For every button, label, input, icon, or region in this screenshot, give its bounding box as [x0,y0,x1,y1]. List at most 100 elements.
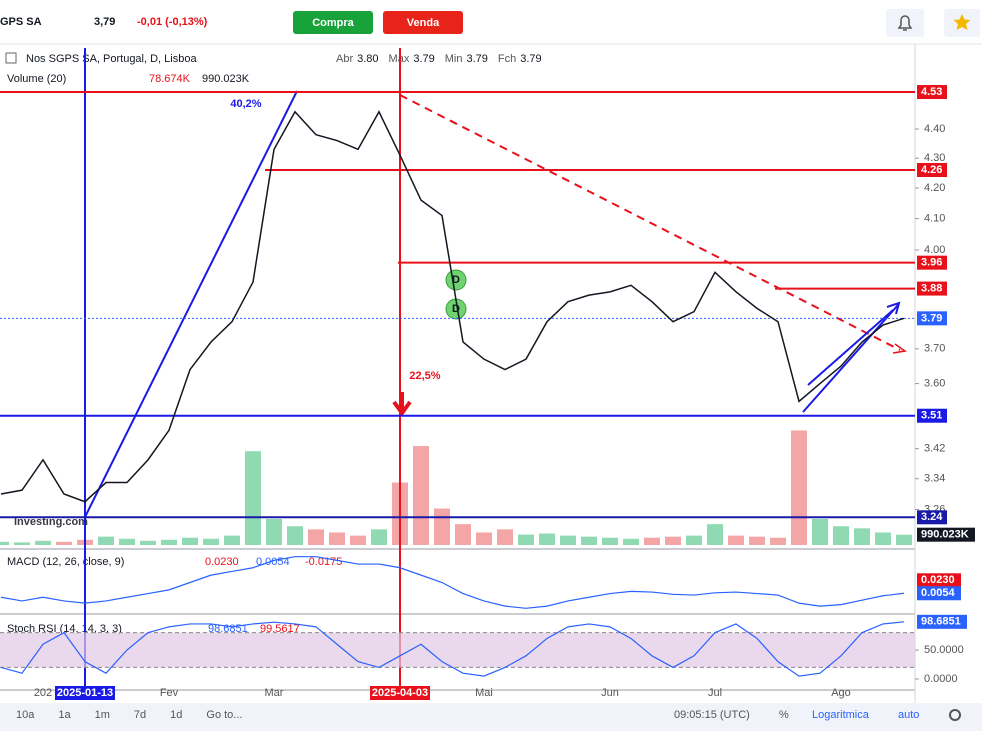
level-label: 3.88 [921,282,942,294]
volume-bar [350,535,366,545]
volume-bar [287,526,303,545]
clock: 09:05:15 (UTC) [674,709,750,721]
value-label: 0.0054 [921,587,956,599]
volume-bar [560,535,576,545]
logo: Investing.com [14,516,88,528]
alert-button[interactable] [886,9,924,37]
settings-icon[interactable] [949,709,961,721]
volume-bar [371,529,387,545]
ohlc-value: 3.79 [520,53,541,65]
stoch-value: 99.5617 [260,623,300,635]
sell-button[interactable] [383,11,463,34]
macd-value: 0.0054 [256,556,290,568]
volume-bar [791,430,807,545]
range-button[interactable]: 7d [134,709,146,721]
volume-bar [812,518,828,545]
buy-button[interactable] [293,11,373,34]
top-bar [0,0,982,44]
series-line [0,621,905,677]
x-tick-label: Fev [160,687,179,699]
annotation: 40,2% [230,98,261,110]
volume-bar [266,518,282,545]
goto-button[interactable]: Go to... [206,709,242,721]
symbol: GPS SA [0,16,42,28]
volume-bar [581,536,597,545]
volume-bar [434,508,450,545]
volume-bar [35,540,51,545]
ohlc-value: 3.79 [466,53,487,65]
x-tick-label: Ago [831,687,851,699]
volume-bar [749,536,765,545]
volume-bar [413,446,429,545]
auto-toggle[interactable]: auto [898,709,919,721]
y-tick-label: 4.30 [924,152,945,164]
volume-bar [686,535,702,545]
volume-bar [329,532,345,545]
series-line [0,110,905,503]
toolbar-buttons: 10a 1a 1m 7d 1d Go to... [16,709,242,721]
y-tick-label: 3.60 [924,378,945,390]
arrow [892,343,907,354]
x-tick-label: Mar [265,687,284,699]
level-box [917,311,947,326]
range-button[interactable]: 1d [170,709,182,721]
log-toggle[interactable]: Logaritmica [812,709,870,721]
volume-bar [644,537,660,545]
level-label: 3.79 [921,312,942,324]
range-button[interactable]: 10a [16,709,35,721]
x-tick-label: 202 [34,687,52,699]
marker [445,269,467,291]
volume-bar [0,541,9,545]
price: 3,79 [94,16,115,28]
channel-line [807,309,894,386]
arrow [392,400,412,417]
level-box [917,163,947,178]
legend-toggle[interactable] [5,52,17,64]
marker-label: D [452,303,460,315]
y-tick-label: 0.0000 [924,673,958,685]
y-tick-label: 4.40 [924,123,945,135]
volume-bar [476,532,492,545]
ohlc-label: Abr [336,53,353,65]
range-button[interactable]: 1a [58,709,71,721]
percent-toggle[interactable]: % [779,709,789,721]
volume-bar [455,524,471,545]
volume-bar [665,536,681,545]
volume-bar [497,529,513,545]
arrow [886,301,901,315]
volume-bar [896,534,912,545]
macd-value: -0.0175 [305,556,342,568]
trend-line [399,94,901,351]
x-tick-label: 2025-01-13 [57,687,113,699]
value-box [917,614,967,629]
volume-bar [140,540,156,545]
y-tick-label: 50.0000 [924,644,964,656]
volume-bar [182,537,198,545]
alert-icon [897,15,913,31]
level-box [917,85,947,100]
trend-line [84,90,298,518]
volume-ma: 78.674K [149,73,191,85]
x-tick-label: 2025-04-03 [372,687,428,699]
range-button[interactable]: 1m [95,709,110,721]
band [0,632,915,668]
level-label: 3.96 [921,257,942,269]
value-box [917,573,961,588]
volume-bar [14,542,30,545]
x-tick-label: Mai [475,687,493,699]
channel-line [802,304,899,413]
volume-bar [833,526,849,545]
y-tick-label: 3.42 [924,443,945,455]
buy-label[interactable]: Compra [312,17,354,29]
volume-bar [728,535,744,545]
volume-bar [518,534,534,545]
stoch-title: Stoch RSI (14, 14, 3, 3) [7,623,122,635]
level-label: 3.24 [921,511,943,523]
volume-bar [854,528,870,545]
ohlc-label: Min [445,53,463,65]
volume-label: 990.023K [921,529,969,541]
sell-label[interactable]: Venda [407,17,440,29]
y-tick-label: 4.10 [924,212,945,224]
